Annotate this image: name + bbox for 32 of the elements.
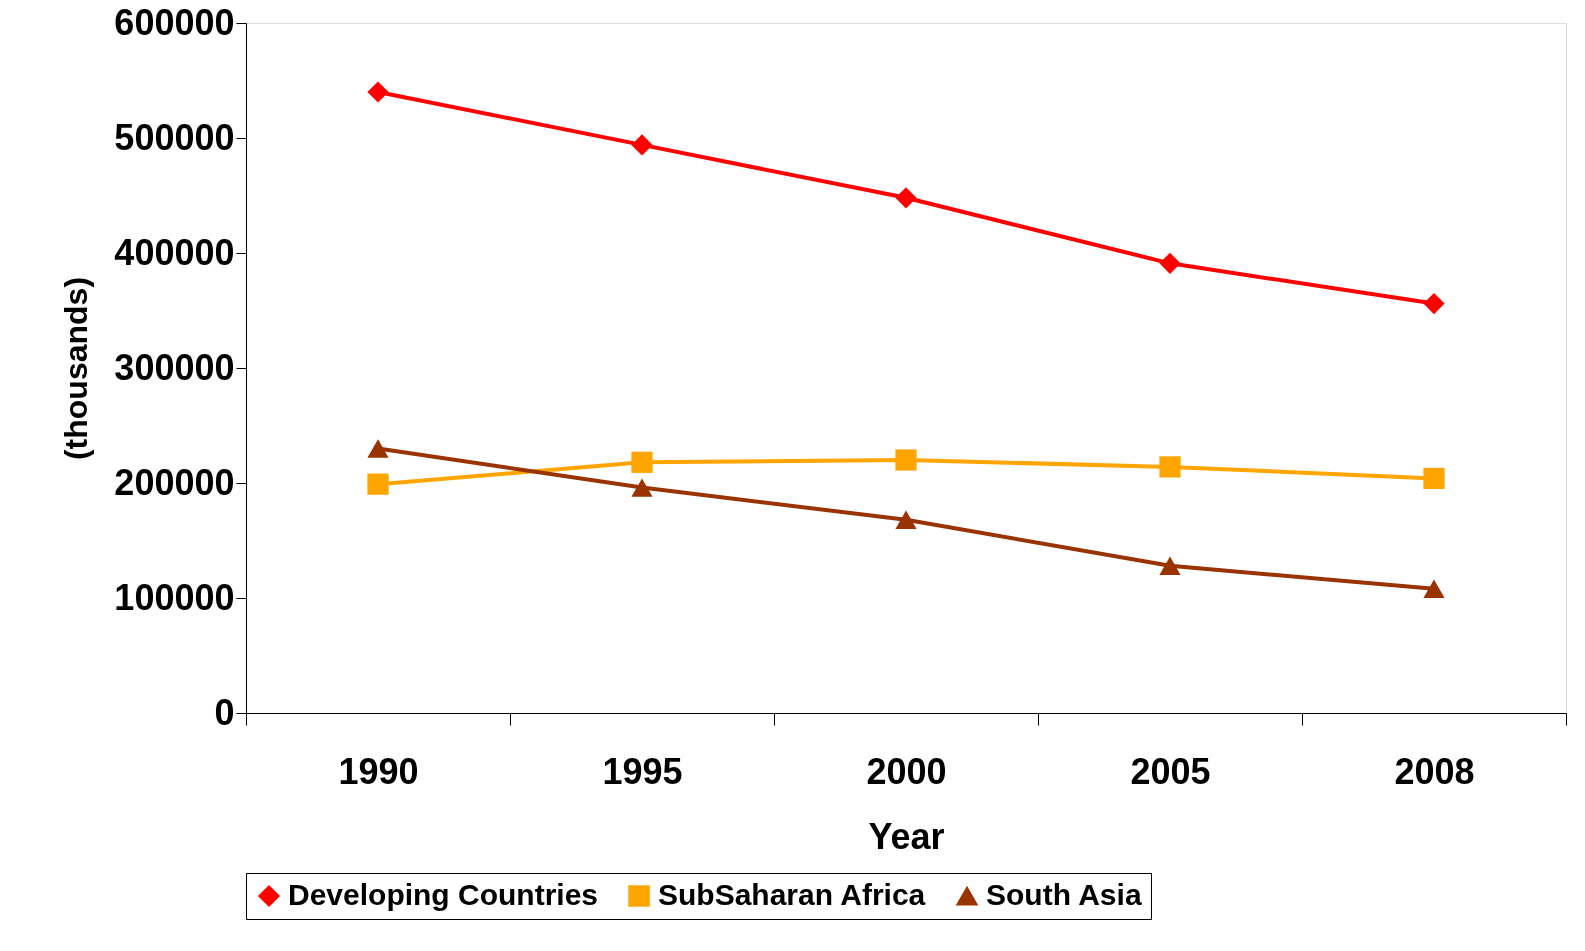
y-tick-label: 600000	[114, 1, 235, 43]
point	[1423, 292, 1445, 315]
x-tick-label: 2000	[866, 750, 947, 792]
y-axis-title: (thousands)	[58, 276, 95, 461]
y-tick-label: 300000	[114, 346, 235, 388]
point	[1159, 556, 1181, 575]
point	[1423, 467, 1445, 490]
y-tick-label: 100000	[114, 576, 235, 618]
point	[631, 478, 653, 497]
legend-label: South Asia	[986, 878, 1142, 911]
x-tick-label: 2008	[1394, 750, 1475, 792]
point	[367, 473, 389, 495]
y-tick-label: 400000	[114, 231, 235, 273]
legend-label: SubSaharan Africa	[658, 878, 926, 911]
x-tick-label: 2005	[1130, 750, 1211, 792]
point	[1159, 456, 1181, 478]
x-axis-title: Year	[868, 815, 945, 857]
point	[895, 449, 917, 471]
point	[1159, 252, 1181, 274]
point	[367, 81, 389, 103]
x-tick-label: 1995	[602, 750, 683, 792]
point	[895, 510, 917, 529]
y-tick-label: 200000	[114, 461, 235, 503]
point	[367, 439, 389, 458]
point	[895, 187, 917, 209]
point	[631, 134, 653, 156]
legend-label: Developing Countries	[288, 878, 599, 911]
point	[1423, 579, 1445, 598]
y-tick-label: 0	[214, 691, 235, 733]
point	[631, 451, 653, 473]
y-tick-label: 500000	[114, 116, 235, 158]
x-tick-label: 1990	[338, 750, 419, 792]
